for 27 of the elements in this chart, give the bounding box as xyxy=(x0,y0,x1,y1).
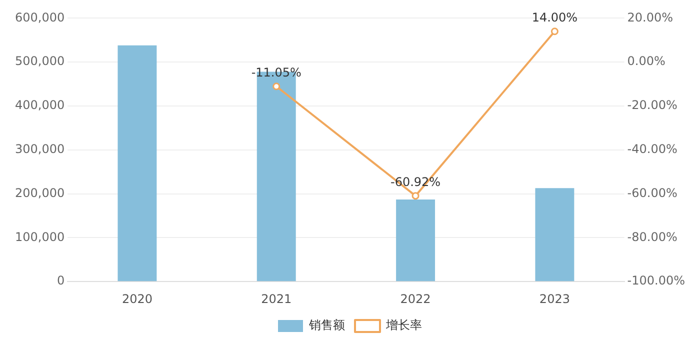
y-tick-label: 600,000 xyxy=(15,10,65,24)
y-tick-label: 0 xyxy=(56,274,65,288)
y-tick-label: 200,000 xyxy=(15,186,65,200)
y2-tick-label: -20.00% xyxy=(627,98,678,112)
y-tick-label: 500,000 xyxy=(15,54,65,68)
y2-tick-label: -60.00% xyxy=(627,186,678,200)
y-tick-label: 100,000 xyxy=(15,230,65,244)
point xyxy=(412,192,420,200)
y2-tick-label: -100.00% xyxy=(627,274,686,288)
x-tick-label: 2023 xyxy=(539,292,570,306)
y-tick-label: 300,000 xyxy=(15,142,65,156)
y-tick-label: 400,000 xyxy=(15,98,65,112)
y2-tick-label: -40.00% xyxy=(627,142,678,156)
legend-label: 销售额 xyxy=(308,318,345,332)
bar xyxy=(118,45,157,282)
bar xyxy=(535,188,574,282)
bar xyxy=(396,200,436,282)
x-tick-label: 2020 xyxy=(122,292,152,306)
y2-tick-label: 20.00% xyxy=(627,10,674,24)
data-label: 14.00% xyxy=(532,10,578,24)
point xyxy=(272,82,280,90)
y2-tick-label: 0.00% xyxy=(627,54,666,68)
x-tick-label: 2022 xyxy=(400,292,431,306)
point xyxy=(550,28,558,36)
y2-tick-label: -80.00% xyxy=(627,230,678,244)
x-tick-label: 2021 xyxy=(261,292,292,306)
legend-label: 增长率 xyxy=(385,318,422,332)
